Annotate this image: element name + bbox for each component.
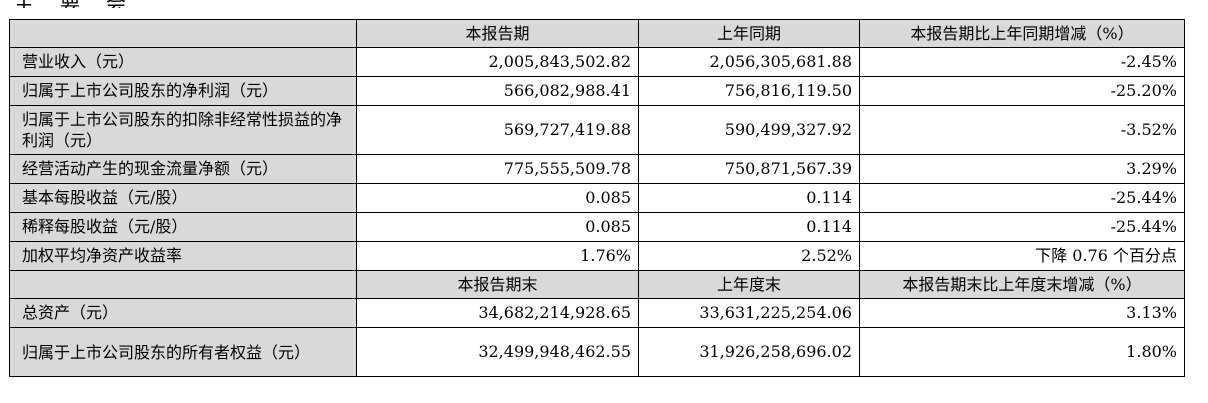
table-row: 经营活动产生的现金流量净额（元） 775,555,509.78 750,871,… bbox=[9, 154, 1185, 184]
cell-change: -2.45% bbox=[859, 47, 1185, 77]
row-label-revenue: 营业收入（元） bbox=[9, 47, 357, 77]
cell-prior: 590,499,327.92 bbox=[638, 105, 860, 155]
table-header-row-period-end: 本报告期末 上年度末 本报告期末比上年度末增减（%） bbox=[9, 270, 1185, 299]
cell-current: 0.085 bbox=[356, 212, 639, 242]
cell-change: 1.80% bbox=[859, 327, 1185, 377]
header-cell-change-pct: 本报告期比上年同期增减（%） bbox=[859, 19, 1185, 48]
table-row: 营业收入（元） 2,005,843,502.82 2,056,305,681.8… bbox=[9, 47, 1185, 77]
cell-current: 569,727,419.88 bbox=[356, 105, 639, 155]
header-cell-blank bbox=[9, 19, 357, 48]
row-label-operating-cash-flow: 经营活动产生的现金流量净额（元） bbox=[9, 154, 357, 184]
table-row: 归属于上市公司股东的扣除非经常性损益的净利润（元） 569,727,419.88… bbox=[9, 105, 1185, 155]
row-label-shareholders-equity: 归属于上市公司股东的所有者权益（元） bbox=[9, 327, 357, 377]
cell-change: -25.20% bbox=[859, 76, 1185, 106]
header-cell-current-period-end: 本报告期末 bbox=[356, 270, 639, 299]
cell-prior: 33,631,225,254.06 bbox=[638, 298, 860, 328]
header-cell-blank bbox=[9, 270, 357, 299]
cell-change: 3.29% bbox=[859, 154, 1185, 184]
cell-change: 下降 0.76 个百分点 bbox=[859, 241, 1185, 271]
cell-current: 1.76% bbox=[356, 241, 639, 271]
row-label-net-profit-excl-nonrecurring: 归属于上市公司股东的扣除非经常性损益的净利润（元） bbox=[9, 105, 357, 155]
cell-change: 3.13% bbox=[859, 298, 1185, 328]
table-header-row-period: 本报告期 上年同期 本报告期比上年同期增减（%） bbox=[9, 19, 1185, 48]
table-row: 总资产（元） 34,682,214,928.65 33,631,225,254.… bbox=[9, 298, 1185, 328]
table-row: 基本每股收益（元/股） 0.085 0.114 -25.44% bbox=[9, 183, 1185, 213]
row-label-diluted-eps: 稀释每股收益（元/股） bbox=[9, 212, 357, 242]
row-label-total-assets: 总资产（元） bbox=[9, 298, 357, 328]
row-label-weighted-roe: 加权平均净资产收益率 bbox=[9, 241, 357, 271]
cell-change: -25.44% bbox=[859, 212, 1185, 242]
table-row: 加权平均净资产收益率 1.76% 2.52% 下降 0.76 个百分点 bbox=[9, 241, 1185, 271]
cell-prior: 2.52% bbox=[638, 241, 860, 271]
header-cell-current-period: 本报告期 bbox=[356, 19, 639, 48]
header-cell-prior-period: 上年同期 bbox=[638, 19, 860, 48]
key-financial-data-table: 本报告期 上年同期 本报告期比上年同期增减（%） 营业收入（元） 2,005,8… bbox=[9, 19, 1185, 377]
table-row: 归属于上市公司股东的所有者权益（元） 32,499,948,462.55 31,… bbox=[9, 327, 1185, 377]
cell-current: 775,555,509.78 bbox=[356, 154, 639, 184]
cell-current: 32,499,948,462.55 bbox=[356, 327, 639, 377]
cell-change: -3.52% bbox=[859, 105, 1185, 155]
cell-prior: 0.114 bbox=[638, 183, 860, 213]
header-cell-change-pct-period-end: 本报告期末比上年度末增减（%） bbox=[859, 270, 1185, 299]
row-label-net-profit: 归属于上市公司股东的净利润（元） bbox=[9, 76, 357, 106]
table-row: 归属于上市公司股东的净利润（元） 566,082,988.41 756,816,… bbox=[9, 76, 1185, 106]
cell-current: 34,682,214,928.65 bbox=[356, 298, 639, 328]
cut-off-section-heading: 主要会计数据和财务指标 bbox=[14, 0, 174, 8]
cell-current: 2,005,843,502.82 bbox=[356, 47, 639, 77]
cell-prior: 0.114 bbox=[638, 212, 860, 242]
cell-current: 566,082,988.41 bbox=[356, 76, 639, 106]
row-label-basic-eps: 基本每股收益（元/股） bbox=[9, 183, 357, 213]
cell-change: -25.44% bbox=[859, 183, 1185, 213]
cell-current: 0.085 bbox=[356, 183, 639, 213]
section-heading-text: 主要会计数据和财务指标 bbox=[14, 0, 152, 8]
table-row: 稀释每股收益（元/股） 0.085 0.114 -25.44% bbox=[9, 212, 1185, 242]
cell-prior: 756,816,119.50 bbox=[638, 76, 860, 106]
cell-prior: 2,056,305,681.88 bbox=[638, 47, 860, 77]
cell-prior: 31,926,258,696.02 bbox=[638, 327, 860, 377]
header-cell-prior-year-end: 上年度末 bbox=[638, 270, 860, 299]
cell-prior: 750,871,567.39 bbox=[638, 154, 860, 184]
